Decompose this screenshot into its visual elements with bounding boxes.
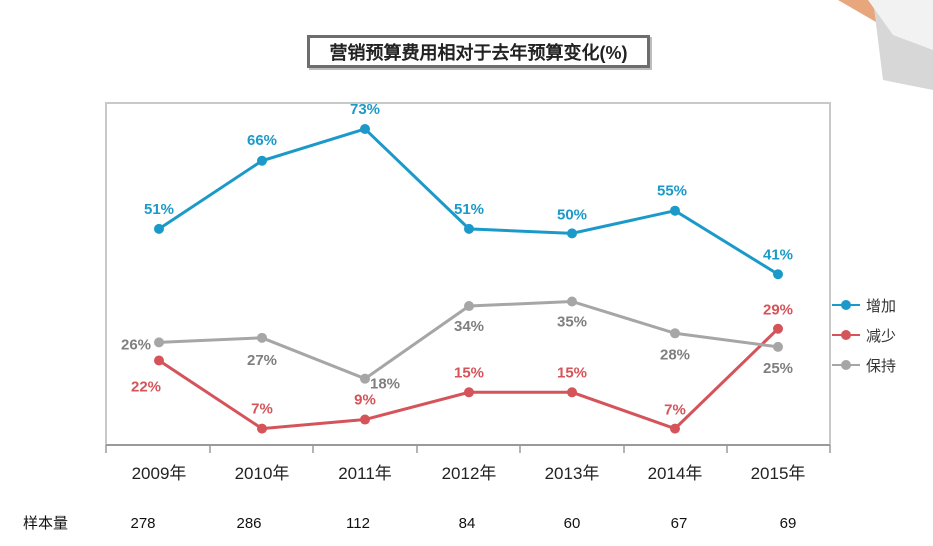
x-tick-label: 2013年 (545, 464, 600, 483)
data-label: 15% (557, 364, 587, 381)
sample-value: 112 (346, 515, 370, 532)
sample-size-row: 样本量 278 286 112 84 60 67 69 (23, 515, 796, 532)
data-label: 7% (664, 402, 686, 419)
sample-value: 60 (564, 515, 581, 532)
corner-decoration (838, 0, 933, 90)
x-axis: 2009年 2010年 2011年 2012年 2013年 2014年 2015年 (105, 444, 831, 483)
x-tick-label: 2009年 (132, 464, 187, 483)
legend-swatch (832, 329, 860, 341)
series-1 (154, 323, 783, 434)
legend-swatch (832, 299, 860, 311)
sample-value: 286 (236, 515, 261, 532)
data-point (567, 387, 577, 398)
legend-item: 保持 (832, 350, 896, 380)
data-point (154, 355, 164, 366)
legend-label: 增加 (866, 297, 897, 315)
data-point (773, 323, 783, 334)
x-tick-label: 2012年 (442, 464, 497, 483)
data-point (567, 228, 577, 239)
legend-label: 减少 (866, 327, 897, 345)
data-label: 7% (251, 401, 273, 418)
legend-item: 增加 (832, 290, 896, 320)
data-label: 25% (763, 360, 793, 377)
data-label: 50% (557, 206, 587, 223)
data-point (257, 332, 267, 343)
sample-value: 67 (671, 515, 688, 532)
data-point (464, 387, 474, 398)
x-tick-label: 2015年 (751, 464, 806, 483)
x-tick-label: 2014年 (648, 464, 703, 483)
series-2 (154, 296, 783, 384)
legend-item: 减少 (832, 320, 896, 350)
sample-row-label: 样本量 (23, 515, 68, 532)
data-label: 34% (454, 318, 484, 335)
data-label: 35% (557, 314, 587, 331)
sample-value: 278 (130, 515, 155, 532)
data-label: 18% (370, 376, 400, 393)
data-label: 26% (121, 336, 151, 353)
data-point (464, 223, 474, 234)
data-label: 41% (763, 246, 793, 263)
data-point (154, 337, 164, 348)
data-point (567, 296, 577, 307)
data-label: 66% (247, 132, 277, 149)
x-tick-label: 2011年 (338, 464, 392, 483)
legend-swatch (832, 359, 860, 371)
data-label: 51% (144, 201, 174, 218)
data-label: 9% (354, 392, 376, 409)
data-label: 28% (660, 346, 690, 363)
data-point (670, 328, 680, 339)
data-point (773, 269, 783, 280)
data-point (773, 341, 783, 352)
data-label: 29% (763, 302, 793, 319)
data-label: 73% (350, 101, 380, 118)
data-point (464, 301, 474, 312)
data-point (154, 223, 164, 234)
data-label: 22% (131, 379, 161, 396)
legend-label: 保持 (866, 357, 897, 375)
data-point (257, 155, 267, 166)
data-point (670, 205, 680, 216)
chart-title: 营销预算费用相对于去年预算变化(%) (307, 35, 650, 68)
data-point (360, 414, 370, 425)
series-0 (154, 123, 783, 280)
data-point (670, 423, 680, 434)
sample-value: 69 (780, 515, 797, 532)
data-label: 55% (657, 183, 687, 200)
legend: 增加 减少 保持 (832, 290, 896, 380)
data-point (257, 423, 267, 434)
data-point (360, 123, 370, 134)
data-label: 27% (247, 352, 277, 369)
x-tick-label: 2010年 (235, 464, 290, 483)
data-label: 15% (454, 364, 484, 381)
data-point (360, 373, 370, 384)
data-label: 51% (454, 201, 484, 218)
sample-value: 84 (459, 515, 476, 532)
